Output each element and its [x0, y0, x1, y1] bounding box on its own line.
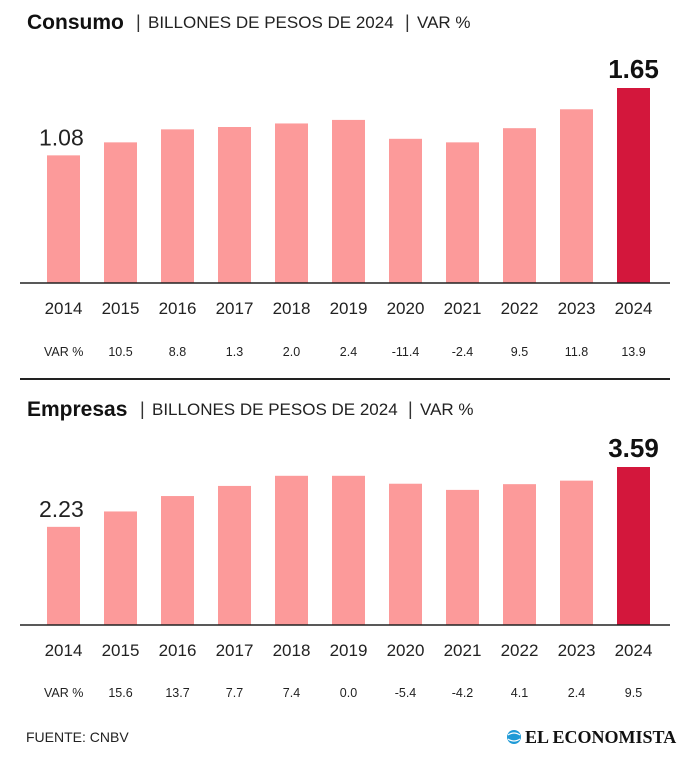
var-value: -5.4	[395, 686, 417, 700]
panel-consumo: 2014 2015 2016 2017 2018 2019 2020 2021 2022 2023…	[20, 54, 670, 359]
source-note: FUENTE: CNBV	[26, 729, 129, 745]
x-tick-label: 2018	[273, 299, 311, 318]
chart-subtitle-suffix: VAR %	[417, 13, 471, 32]
var-value: 2.4	[340, 345, 357, 359]
title-separator: |	[136, 12, 141, 32]
bar	[617, 467, 650, 625]
data-label-first: 1.08	[39, 124, 84, 150]
x-tick-label: 2021	[444, 299, 482, 318]
var-value: 0.0	[340, 686, 357, 700]
chart-subtitle: BILLONES DE PESOS DE 2024	[148, 13, 394, 32]
var-value: 2.0	[283, 345, 300, 359]
x-tick-label: 2022	[501, 641, 539, 660]
var-row-label: VAR %	[44, 686, 83, 700]
bar	[389, 483, 422, 625]
x-tick-label: 2014	[45, 641, 83, 660]
var-value: -11.4	[392, 345, 420, 359]
title-separator: |	[408, 399, 413, 419]
x-tick-label: 2021	[444, 641, 482, 660]
bar	[161, 496, 194, 625]
bar	[389, 138, 422, 283]
x-tick-label: 2016	[159, 641, 197, 660]
globe-icon-lines	[507, 732, 521, 742]
x-tick-label: 2017	[216, 299, 254, 318]
var-value: 7.7	[226, 686, 243, 700]
bar	[560, 109, 593, 283]
bar	[446, 142, 479, 283]
var-value: 7.4	[283, 686, 300, 700]
bar	[218, 127, 251, 283]
var-value: 9.5	[625, 686, 642, 700]
var-value: 10.5	[108, 345, 132, 359]
x-tick-label: 2018	[273, 641, 311, 660]
panel-empresas-title: Empresas | BILLONES DE PESOS DE 2024 | V…	[27, 398, 474, 421]
x-tick-label: 2015	[102, 641, 140, 660]
globe-icon	[507, 730, 521, 744]
brand-logo: EL ECONOMISTA	[507, 727, 676, 747]
bar	[275, 123, 308, 283]
x-tick-label: 2014	[45, 299, 83, 318]
bar	[47, 155, 80, 283]
var-value: 11.8	[565, 345, 588, 359]
x-tick-label: 2020	[387, 299, 425, 318]
chart-subtitle-suffix: VAR %	[420, 400, 474, 419]
bar	[47, 526, 80, 625]
var-value: 13.9	[621, 345, 645, 359]
bar	[446, 489, 479, 625]
x-tick-label: 2017	[216, 641, 254, 660]
x-tick-label: 2022	[501, 299, 539, 318]
bar	[617, 88, 650, 283]
data-label-last: 1.65	[608, 54, 659, 84]
var-value: 15.6	[108, 686, 132, 700]
bar	[275, 475, 308, 625]
title-separator: |	[405, 12, 410, 32]
bar	[332, 119, 365, 283]
data-label-last: 3.59	[608, 433, 659, 463]
x-tick-label: 2015	[102, 299, 140, 318]
x-tick-label: 2024	[615, 299, 653, 318]
x-tick-label: 2019	[330, 299, 368, 318]
x-tick-label: 2020	[387, 641, 425, 660]
x-tick-label: 2023	[558, 299, 596, 318]
brand-name: EL ECONOMISTA	[525, 727, 676, 747]
bar	[104, 511, 137, 625]
var-value: 8.8	[169, 345, 186, 359]
data-label-first: 2.23	[39, 496, 84, 522]
chart-title: Empresas	[27, 398, 127, 421]
var-row-label: VAR %	[44, 345, 83, 359]
x-tick-label: 2023	[558, 641, 596, 660]
var-value: -4.2	[452, 686, 474, 700]
panel-consumo-title: Consumo | BILLONES DE PESOS DE 2024 | VA…	[27, 11, 471, 34]
bar	[503, 128, 536, 283]
x-tick-label: 2016	[159, 299, 197, 318]
bar	[104, 142, 137, 283]
panel-empresas: 2014 2015 2016 2017 2018 2019 2020 2021 2022 2023…	[20, 433, 670, 700]
bar	[218, 485, 251, 625]
var-value: 9.5	[511, 345, 528, 359]
bar	[161, 129, 194, 283]
var-value: 2.4	[568, 686, 585, 700]
var-value: 13.7	[165, 686, 189, 700]
chart-title: Consumo	[27, 11, 124, 34]
var-value: 4.1	[511, 686, 528, 700]
title-separator: |	[140, 399, 145, 419]
bar	[503, 484, 536, 625]
bar	[560, 480, 593, 625]
x-tick-label: 2024	[615, 641, 653, 660]
bar	[332, 475, 365, 625]
chart-subtitle: BILLONES DE PESOS DE 2024	[152, 400, 398, 419]
var-value: 1.3	[226, 345, 243, 359]
x-tick-label: 2019	[330, 641, 368, 660]
var-value: -2.4	[452, 345, 474, 359]
